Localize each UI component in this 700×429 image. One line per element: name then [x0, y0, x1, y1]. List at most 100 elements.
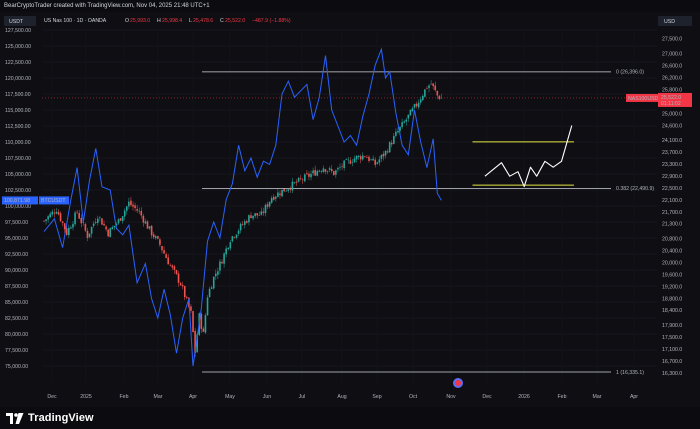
btc-symbol-tag: BTCUSDT: [41, 198, 66, 204]
candle-body: [355, 155, 358, 160]
left-axis-tick: 125,000.00: [5, 44, 31, 50]
candle-body: [227, 247, 230, 250]
candle-body: [308, 173, 310, 177]
candle-body: [314, 169, 316, 176]
candle-body: [74, 212, 76, 225]
candle-body: [281, 189, 283, 197]
candle-body: [144, 221, 147, 224]
candle-body: [366, 157, 368, 159]
left-axis-tick: 85,000.00: [5, 300, 28, 306]
right-axis-tick: 22,100.0: [662, 198, 682, 204]
open-value: 25,993.0: [130, 18, 150, 24]
left-axis-tick: 117,500.00: [5, 92, 31, 98]
candle-body: [146, 221, 149, 229]
projection-drawing[interactable]: [472, 125, 574, 188]
candle-body: [61, 221, 64, 223]
right-axis-tick: 24,100.0: [662, 138, 682, 144]
candle-body: [181, 285, 184, 287]
candle-body: [163, 250, 165, 254]
candle-body: [101, 218, 103, 225]
left-axis-tick: 120,000.00: [5, 76, 31, 82]
x-axis-tick: Aug: [337, 394, 346, 400]
candle-body: [397, 130, 399, 133]
candle-body: [285, 190, 287, 192]
candle-body: [299, 178, 302, 179]
right-axis-tick: 22,900.0: [662, 174, 682, 180]
candle-body: [99, 217, 101, 218]
right-axis-tick: 26,600.0: [662, 64, 682, 70]
left-axis-tick: 87,500.00: [5, 284, 28, 290]
candle-body: [428, 85, 430, 88]
right-axis-tick: 20,400.0: [662, 249, 682, 255]
x-axis-tick: Jul: [299, 394, 306, 400]
tradingview-brand: TradingView: [28, 412, 94, 424]
candle-body: [84, 224, 87, 231]
candle-body: [395, 131, 397, 136]
earnings-marker[interactable]: [453, 378, 463, 388]
candle-body: [194, 330, 196, 354]
candle-body: [250, 215, 252, 219]
btc-symbol-tag-bg: [39, 196, 69, 205]
right-axis-tick: 19,200.0: [662, 284, 682, 290]
price-tags: NAS100USD 25,522.001:11:02 100,871.98 BTCUS…: [2, 92, 692, 205]
right-axis-tick: 26,200.0: [662, 76, 682, 82]
right-axis-tick: 25,800.0: [662, 87, 682, 93]
candle-body: [165, 254, 167, 259]
candle-body: [88, 233, 91, 237]
candle-body: [262, 211, 265, 213]
candle-body: [306, 173, 308, 175]
axes: 75,000.00 77,500.00 80,000.00 82,500.00 85,0…: [5, 28, 682, 400]
candle-body: [287, 189, 290, 191]
candle-body: [330, 169, 333, 171]
candle-body: [215, 273, 217, 277]
candle-body: [82, 222, 85, 224]
candle-body: [413, 104, 416, 108]
close-label: C: [220, 18, 224, 24]
right-currency-badge[interactable]: USD: [658, 16, 692, 26]
candle-body: [223, 253, 225, 264]
right-axis-tick: 19,600.0: [662, 272, 682, 278]
candle-body: [59, 213, 62, 222]
right-axis-tick: 23,700.0: [662, 150, 682, 156]
symbol-legend[interactable]: US Nas 100 · 1D · OANDA O 25,993.0 H 25,…: [44, 18, 291, 24]
left-axis-tick: 107,500.00: [5, 156, 31, 162]
candle-body: [241, 224, 244, 226]
close-value: 25,522.0: [225, 18, 245, 24]
right-currency-label: USD: [664, 19, 675, 25]
candle-body: [132, 204, 134, 207]
candle-body: [169, 264, 172, 266]
candle-body: [275, 196, 277, 199]
left-currency-badge[interactable]: USDT: [4, 16, 36, 26]
symbol-title: US Nas 100 · 1D · OANDA: [44, 18, 107, 24]
candle-body: [55, 211, 58, 214]
candle-body: [80, 217, 83, 224]
candle-body: [401, 122, 403, 128]
left-axis-tick: 127,500.00: [5, 28, 31, 34]
fib-retracement[interactable]: 0 (26,396.0) 0.382 (22,490.9) 1 (16,335.1): [202, 70, 654, 376]
candle-body: [301, 179, 304, 181]
x-axis-tick: Dec: [47, 394, 57, 400]
candle-body: [293, 182, 296, 183]
candle-body: [109, 228, 112, 238]
x-axis-tick: Feb: [120, 394, 129, 400]
candle-body: [268, 201, 271, 207]
candle-body: [63, 223, 66, 230]
candle-body: [254, 213, 256, 217]
candle-body: [326, 170, 329, 172]
chart-background: [0, 12, 700, 407]
left-axis-tick: 105,000.00: [5, 172, 31, 178]
nas-price-tag-timer: 01:11:02: [661, 101, 681, 107]
candle-body: [154, 236, 157, 239]
btc-price-line: [43, 47, 442, 367]
candle-body: [51, 211, 54, 215]
candle-body: [333, 171, 335, 176]
candle-body: [117, 219, 120, 224]
candle-body: [123, 210, 126, 217]
left-axis-tick: 90,000.00: [5, 268, 28, 274]
candle-body: [105, 226, 107, 230]
chart-credit-text: BearCryptoTrader created with TradingVie…: [4, 3, 210, 9]
price-chart[interactable]: 0 (26,396.0) 0.382 (22,490.9) 1 (16,335.1)…: [0, 12, 700, 407]
candle-body: [380, 154, 383, 159]
candle-body: [359, 156, 362, 160]
right-axis-tick: 23,300.0: [662, 162, 682, 168]
